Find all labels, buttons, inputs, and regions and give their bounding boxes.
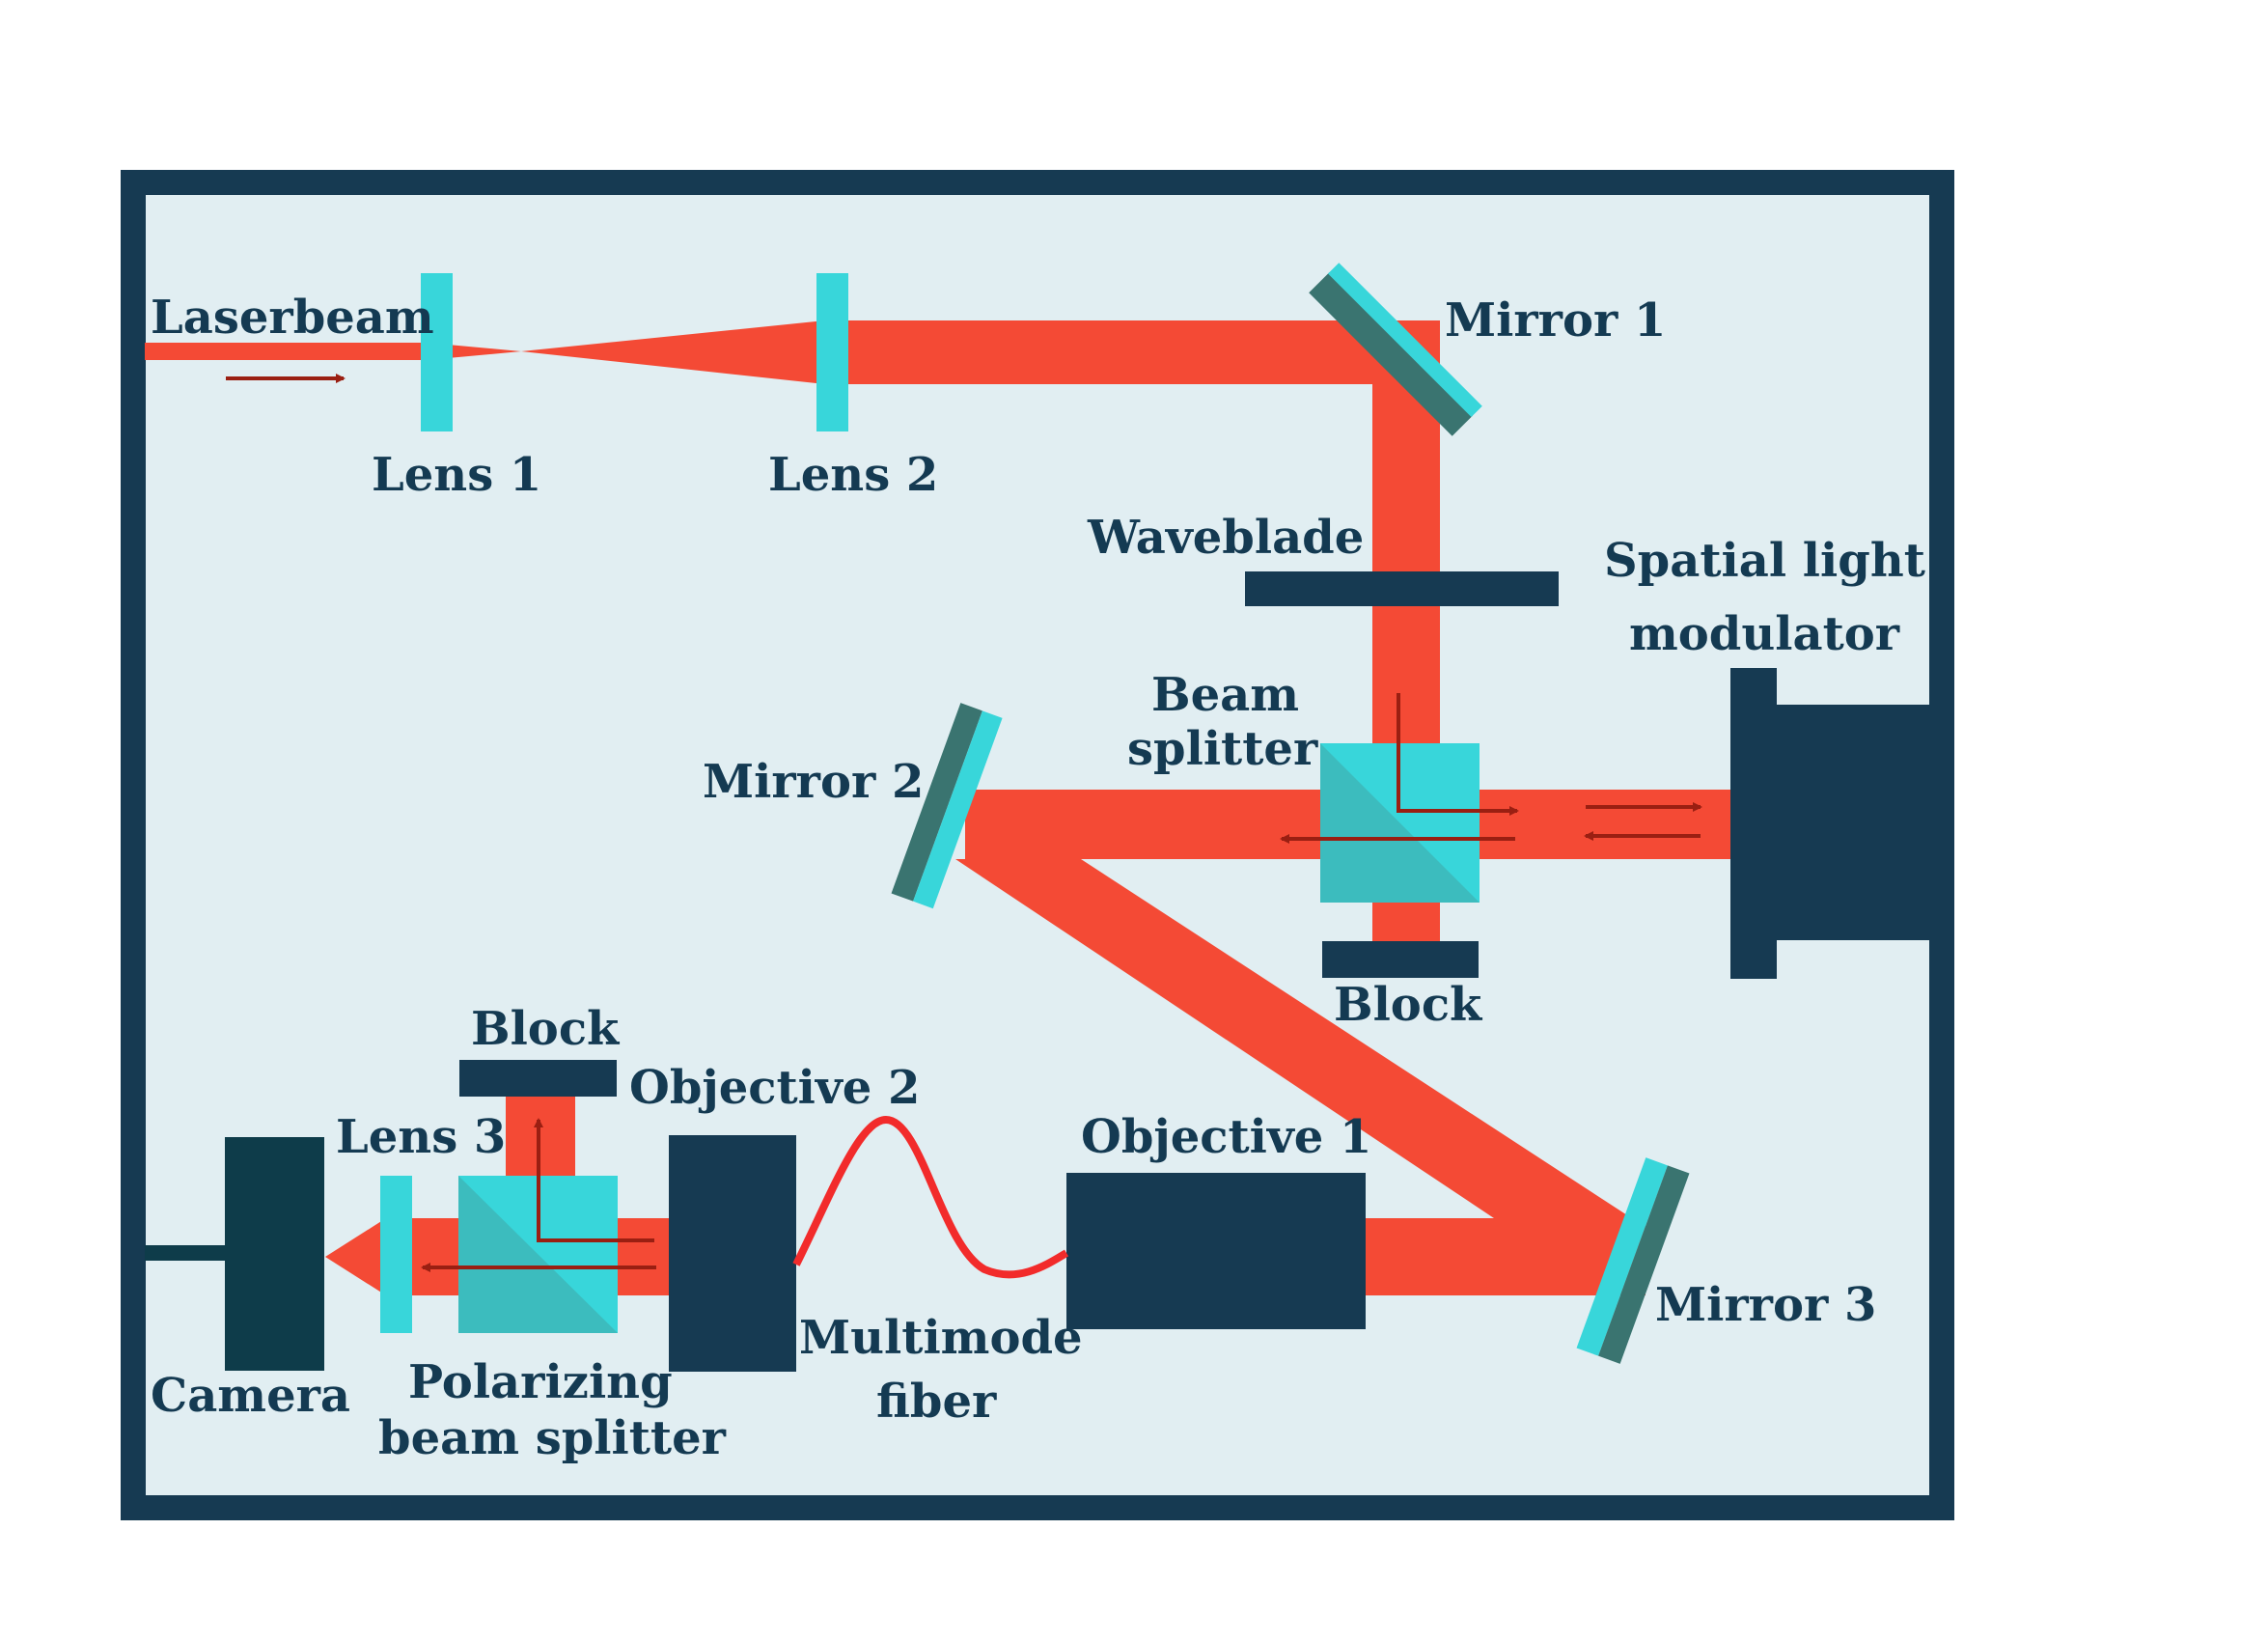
label-laserbeam: Laserbeam — [151, 291, 434, 345]
label-lens-2: Lens 2 — [768, 448, 938, 502]
waveblade — [1245, 571, 1559, 606]
label-mirror-3: Mirror 3 — [1655, 1278, 1876, 1332]
camera — [145, 1137, 324, 1371]
beam-expanding — [521, 320, 825, 384]
label-fiber-line2: fiber — [876, 1375, 997, 1429]
mirror-1 — [1309, 263, 1482, 436]
lens-1 — [421, 273, 453, 431]
block-right — [1322, 941, 1479, 978]
label-pbs-line2: beam splitter — [378, 1411, 727, 1465]
label-camera: Camera — [151, 1369, 350, 1423]
block-top — [459, 1060, 617, 1097]
beam-to-objective1 — [1366, 1218, 1646, 1295]
label-beam-splitter-line1: Beam — [1151, 668, 1299, 722]
lens-3 — [380, 1176, 412, 1333]
beam-diagonal — [955, 859, 1641, 1284]
arrow-pbs-turn-up — [534, 1118, 654, 1242]
label-block-right: Block — [1334, 978, 1483, 1032]
label-fiber-line1: Multimode — [799, 1311, 1083, 1365]
label-slm-line2: modulator — [1629, 607, 1900, 661]
multimode-fiber — [792, 1115, 1069, 1279]
label-waveblade: Waveblade — [1087, 511, 1364, 565]
label-lens-1: Lens 1 — [372, 448, 541, 502]
label-objective-1: Objective 1 — [1081, 1110, 1371, 1164]
beam-to-mirror1 — [825, 320, 1380, 384]
mirror-3 — [1576, 1157, 1690, 1364]
label-pbs-line1: Polarizing — [408, 1355, 673, 1409]
objective-1 — [1066, 1173, 1366, 1329]
label-lens-3: Lens 3 — [336, 1110, 506, 1164]
label-mirror-1: Mirror 1 — [1445, 293, 1666, 348]
spatial-light-modulator — [1730, 668, 1936, 979]
laser-beam-incoming — [145, 343, 427, 360]
lens-2 — [816, 273, 848, 431]
label-beam-splitter-line2: splitter — [1127, 722, 1318, 776]
beam-converging-lens3 — [325, 1218, 386, 1295]
mirror-2 — [891, 703, 1003, 909]
label-mirror-2: Mirror 2 — [703, 755, 924, 809]
objective-2 — [669, 1135, 796, 1372]
arrow-splitter-turn — [1397, 693, 1519, 816]
label-block-top: Block — [471, 1002, 621, 1056]
label-slm-line1: Spatial light — [1604, 534, 1925, 588]
label-objective-2: Objective 2 — [629, 1061, 920, 1115]
